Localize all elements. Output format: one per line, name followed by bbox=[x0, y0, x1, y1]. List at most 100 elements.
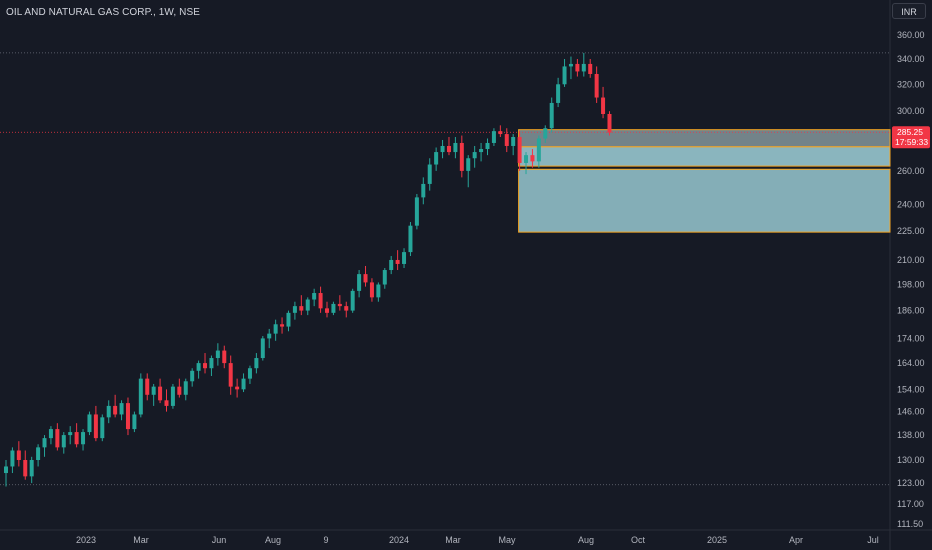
candle[interactable] bbox=[389, 256, 394, 275]
candle[interactable] bbox=[581, 52, 586, 77]
candle[interactable] bbox=[74, 423, 79, 448]
candle[interactable] bbox=[119, 400, 124, 421]
candle[interactable] bbox=[331, 301, 336, 316]
candle[interactable] bbox=[29, 456, 34, 484]
candle[interactable] bbox=[536, 135, 541, 168]
candle[interactable] bbox=[42, 435, 47, 457]
candle[interactable] bbox=[414, 193, 419, 230]
candle[interactable] bbox=[459, 135, 464, 178]
candle[interactable] bbox=[325, 301, 329, 318]
candle[interactable] bbox=[350, 288, 355, 313]
candle[interactable] bbox=[479, 142, 484, 162]
candle[interactable] bbox=[68, 426, 73, 445]
candle[interactable] bbox=[48, 426, 53, 445]
candle[interactable] bbox=[247, 365, 252, 384]
candle[interactable] bbox=[453, 137, 458, 159]
candle[interactable] bbox=[382, 267, 387, 289]
candle[interactable] bbox=[222, 345, 227, 369]
candle[interactable] bbox=[196, 360, 201, 379]
candle[interactable] bbox=[36, 444, 41, 467]
candle[interactable] bbox=[292, 301, 297, 320]
candle[interactable] bbox=[498, 125, 503, 138]
candle[interactable] bbox=[106, 400, 111, 424]
candle[interactable] bbox=[305, 297, 310, 316]
candle[interactable] bbox=[113, 394, 118, 418]
candle[interactable] bbox=[4, 460, 8, 487]
candle[interactable] bbox=[369, 278, 374, 302]
candle[interactable] bbox=[273, 319, 278, 341]
candle[interactable] bbox=[446, 137, 451, 156]
candle[interactable] bbox=[280, 317, 285, 334]
demand-zone-lower[interactable] bbox=[518, 168, 891, 233]
candle[interactable] bbox=[562, 59, 567, 87]
candle[interactable] bbox=[267, 328, 272, 349]
currency-button[interactable]: INR bbox=[892, 3, 926, 19]
candle[interactable] bbox=[55, 423, 60, 451]
candle[interactable] bbox=[344, 301, 349, 318]
candle[interactable] bbox=[177, 378, 182, 398]
candle[interactable] bbox=[524, 152, 529, 175]
candle[interactable] bbox=[16, 441, 21, 467]
candle[interactable] bbox=[132, 411, 137, 433]
candle[interactable] bbox=[337, 295, 342, 311]
candle[interactable] bbox=[183, 378, 188, 401]
candle[interactable] bbox=[190, 368, 195, 387]
candle[interactable] bbox=[260, 336, 265, 361]
candle[interactable] bbox=[254, 353, 259, 374]
candle[interactable] bbox=[145, 373, 150, 401]
candle[interactable] bbox=[138, 373, 143, 418]
candle[interactable] bbox=[209, 355, 214, 377]
candle[interactable] bbox=[402, 248, 407, 268]
candle[interactable] bbox=[594, 66, 599, 103]
candle[interactable] bbox=[543, 125, 548, 143]
candle[interactable] bbox=[164, 389, 169, 412]
candle[interactable] bbox=[10, 447, 15, 474]
candle[interactable] bbox=[203, 353, 208, 374]
candle[interactable] bbox=[568, 56, 573, 80]
candle[interactable] bbox=[363, 265, 368, 287]
candle[interactable] bbox=[427, 158, 432, 191]
candle[interactable] bbox=[357, 270, 362, 298]
candle[interactable] bbox=[151, 383, 156, 406]
candle[interactable] bbox=[158, 378, 163, 404]
candle[interactable] bbox=[215, 343, 220, 366]
candle[interactable] bbox=[312, 288, 317, 307]
candle[interactable] bbox=[395, 250, 400, 271]
demand-zone-upper[interactable] bbox=[518, 146, 891, 167]
candle[interactable] bbox=[601, 86, 606, 119]
candle[interactable] bbox=[434, 147, 439, 171]
candle-body bbox=[517, 137, 522, 163]
candle[interactable] bbox=[87, 411, 92, 436]
candle[interactable] bbox=[93, 405, 98, 442]
candle[interactable] bbox=[228, 355, 233, 395]
candle[interactable] bbox=[575, 59, 580, 77]
candle[interactable] bbox=[556, 77, 561, 108]
candle[interactable] bbox=[81, 429, 86, 451]
candle[interactable] bbox=[504, 128, 509, 153]
candle[interactable] bbox=[170, 383, 175, 409]
candle[interactable] bbox=[511, 134, 516, 156]
candle[interactable] bbox=[235, 378, 240, 398]
candle[interactable] bbox=[440, 139, 445, 159]
candle[interactable] bbox=[125, 397, 130, 436]
candle[interactable] bbox=[286, 310, 291, 332]
candle[interactable] bbox=[491, 128, 496, 146]
candle[interactable] bbox=[530, 149, 535, 168]
candle[interactable] bbox=[421, 177, 426, 205]
candle[interactable] bbox=[23, 450, 28, 480]
candle[interactable] bbox=[61, 432, 66, 454]
candle[interactable] bbox=[408, 222, 413, 257]
candle[interactable] bbox=[376, 282, 381, 302]
candle[interactable] bbox=[318, 286, 323, 313]
candle[interactable] bbox=[517, 131, 522, 171]
candle[interactable] bbox=[607, 111, 612, 136]
candle[interactable] bbox=[241, 373, 246, 393]
candle[interactable] bbox=[472, 145, 477, 168]
candle[interactable] bbox=[485, 138, 490, 156]
candle[interactable] bbox=[299, 295, 304, 316]
candle[interactable] bbox=[588, 59, 593, 78]
candle[interactable] bbox=[549, 97, 554, 133]
candle[interactable] bbox=[100, 414, 105, 442]
candle[interactable] bbox=[466, 155, 471, 188]
